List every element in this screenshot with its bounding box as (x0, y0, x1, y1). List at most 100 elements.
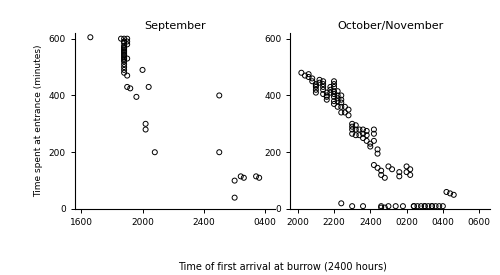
Point (374, 147, 382, 152)
Point (338, 104, 345, 109)
Point (428, 204, 436, 208)
Point (334, 93, 342, 98)
Point (126, 86, 134, 90)
Point (120, 52, 128, 56)
Point (341, 110, 349, 115)
Point (308, 79, 316, 83)
Point (402, 170, 410, 174)
Point (348, 122, 356, 126)
Point (348, 131, 356, 136)
Point (316, 78, 324, 82)
Point (352, 133, 360, 138)
Title: September: September (144, 21, 206, 31)
Point (120, 41, 128, 45)
Point (377, 173, 385, 177)
Point (142, 127, 150, 132)
Point (144, 85, 152, 89)
Point (117, 37, 125, 41)
Point (344, 113, 352, 117)
Point (334, 104, 342, 109)
Point (230, 196, 238, 200)
Point (406, 167, 414, 171)
Point (338, 201, 345, 205)
Point (312, 87, 320, 92)
Point (330, 82, 338, 86)
Point (338, 100, 345, 105)
Point (359, 131, 367, 136)
Point (308, 76, 316, 81)
Point (301, 73, 309, 78)
Point (120, 58, 128, 62)
Point (240, 175, 248, 180)
Point (323, 98, 331, 102)
Point (326, 90, 334, 95)
Point (362, 129, 370, 133)
Point (338, 110, 345, 115)
Point (402, 164, 410, 169)
Point (330, 92, 338, 96)
Point (374, 152, 382, 156)
Point (120, 71, 128, 75)
Point (420, 204, 428, 208)
Point (420, 204, 428, 208)
Point (352, 123, 360, 127)
Point (359, 204, 367, 208)
Point (366, 144, 374, 149)
Point (374, 166, 382, 170)
Point (319, 82, 327, 86)
Point (120, 37, 128, 41)
Point (392, 204, 400, 208)
Point (304, 75, 312, 79)
Point (424, 204, 432, 208)
Point (410, 204, 418, 208)
Text: Time of first arrival at burrow (2400 hours): Time of first arrival at burrow (2400 ho… (178, 262, 387, 271)
Point (348, 127, 356, 132)
Point (120, 59, 128, 64)
Point (396, 174, 404, 178)
Point (428, 204, 436, 208)
Point (123, 56, 131, 61)
Point (338, 98, 345, 102)
Point (384, 164, 392, 169)
Point (330, 99, 338, 103)
Point (120, 48, 128, 52)
Point (414, 204, 422, 208)
Point (123, 37, 131, 41)
Point (120, 65, 128, 69)
Point (377, 204, 385, 208)
Point (330, 79, 338, 83)
Point (123, 39, 131, 44)
Point (120, 55, 128, 59)
Point (323, 93, 331, 98)
Point (356, 133, 364, 138)
Point (362, 133, 370, 138)
Point (406, 173, 414, 177)
Point (348, 204, 356, 208)
Point (330, 95, 338, 99)
Point (330, 102, 338, 106)
Point (120, 51, 128, 55)
Point (334, 99, 342, 103)
Point (255, 175, 263, 180)
Point (319, 92, 327, 96)
Point (344, 108, 352, 112)
Point (410, 204, 418, 208)
Point (142, 122, 150, 126)
Point (120, 54, 128, 58)
Point (319, 85, 327, 89)
Point (316, 81, 324, 85)
Point (435, 204, 443, 208)
Point (312, 85, 320, 89)
Point (216, 93, 224, 98)
Point (326, 85, 334, 89)
Point (323, 90, 331, 95)
Point (362, 139, 370, 143)
Point (377, 169, 385, 173)
Point (323, 95, 331, 99)
Point (348, 125, 356, 129)
Point (417, 204, 425, 208)
Point (446, 191, 454, 196)
Point (370, 139, 378, 143)
Point (132, 95, 140, 99)
Point (341, 104, 349, 109)
